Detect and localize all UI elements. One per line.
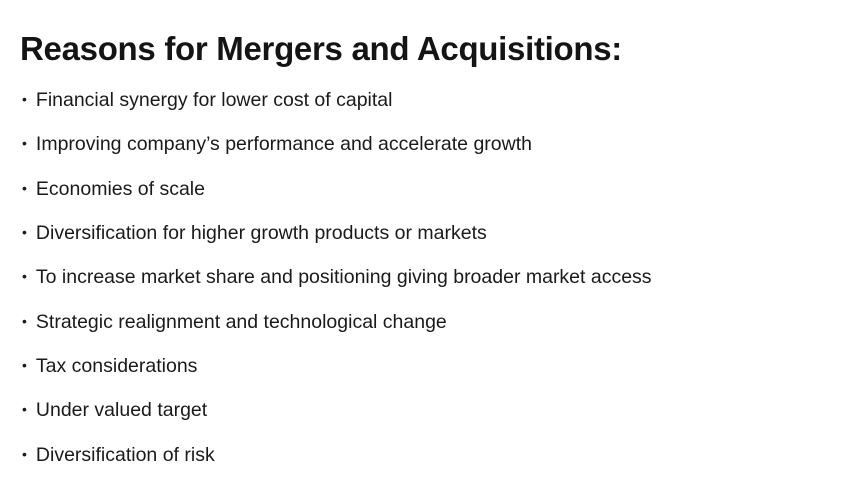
bullet-list: • Financial synergy for lower cost of ca… bbox=[20, 88, 845, 468]
list-item-text: Financial synergy for lower cost of capi… bbox=[35, 88, 393, 111]
bullet-icon: • bbox=[22, 401, 27, 418]
list-item-text: Diversification of risk bbox=[35, 443, 215, 466]
bullet-icon: • bbox=[22, 312, 27, 329]
bullet-icon: • bbox=[22, 179, 27, 196]
page-title: Reasons for Mergers and Acquisitions: bbox=[20, 30, 622, 67]
list-item-text: Diversification for higher growth produc… bbox=[35, 221, 487, 244]
list-item: • Improving company’s performance and ac… bbox=[22, 132, 845, 157]
list-item-text: Improving company’s performance and acce… bbox=[35, 133, 532, 156]
list-item: • Diversification of risk bbox=[22, 443, 845, 468]
list-item: • To increase market share and positioni… bbox=[22, 265, 845, 290]
list-item-text: To increase market share and positioning… bbox=[35, 266, 652, 289]
bullet-icon: • bbox=[22, 357, 27, 373]
list-item: • Economies of scale bbox=[22, 177, 845, 202]
bullet-icon: • bbox=[22, 223, 27, 240]
bullet-icon: • bbox=[22, 90, 27, 107]
list-item: • Strategic realignment and technologica… bbox=[22, 310, 845, 335]
list-item: • Tax considerations bbox=[22, 354, 845, 379]
list-item: • Financial synergy for lower cost of ca… bbox=[22, 88, 845, 113]
list-item-text: Economies of scale bbox=[35, 177, 205, 200]
list-item: • Diversification for higher growth prod… bbox=[22, 221, 845, 246]
bullet-icon: • bbox=[22, 135, 27, 152]
list-item: • Under valued target bbox=[22, 398, 845, 423]
list-item-text: Strategic realignment and technological … bbox=[35, 310, 447, 333]
list-item-text: Under valued target bbox=[35, 399, 208, 422]
bullet-icon: • bbox=[22, 268, 27, 285]
list-item-text: Tax considerations bbox=[35, 355, 198, 377]
bullet-icon: • bbox=[22, 445, 27, 462]
